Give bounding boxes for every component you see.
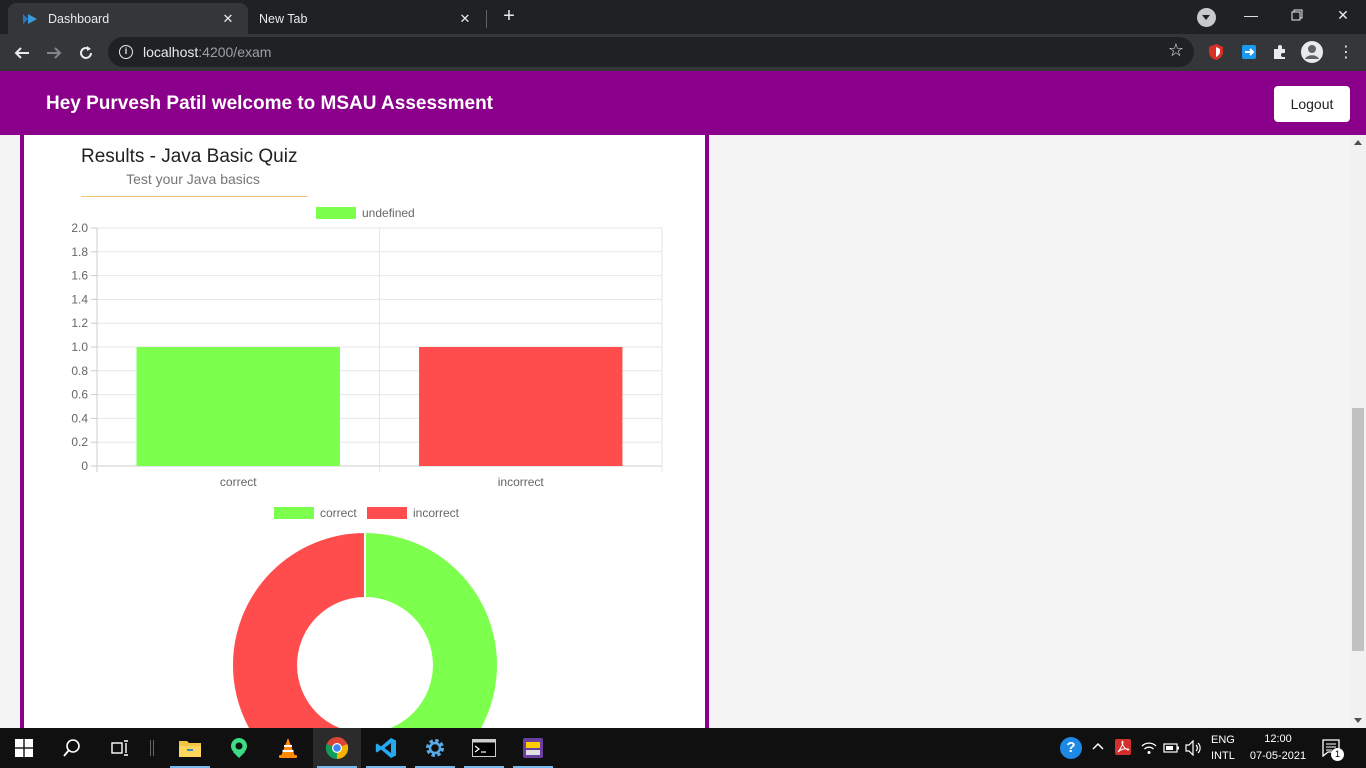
windows-start-icon[interactable] [0, 728, 48, 768]
chrome-icon[interactable] [313, 728, 361, 768]
search-icon[interactable] [48, 728, 96, 768]
y-tick-label: 0.8 [71, 364, 88, 378]
y-tick-label: 1.8 [71, 245, 88, 259]
battery-icon[interactable] [1162, 741, 1180, 760]
window-close-icon[interactable]: ✕ [1337, 7, 1349, 23]
bookmark-star-icon[interactable]: ☆ [1167, 40, 1184, 60]
acrobat-tray-icon[interactable] [1115, 739, 1131, 760]
scroll-up-arrow-icon[interactable] [1354, 140, 1362, 145]
windows-taskbar: ? ENG INTL 12:00 07-05-2021 1 [0, 728, 1366, 768]
url-host: localhost [143, 44, 199, 60]
forward-arrow-icon[interactable] [40, 39, 68, 67]
clock-date[interactable]: 07-05-2021 [1249, 750, 1307, 762]
bar-correct [136, 347, 340, 466]
legend-swatch [316, 207, 356, 219]
file-explorer-icon[interactable] [166, 728, 214, 768]
bar-incorrect [419, 347, 623, 466]
settings-gear-icon[interactable] [411, 728, 459, 768]
scroll-thumb[interactable] [1352, 408, 1364, 651]
tab-close-icon[interactable]: ✕ [222, 10, 234, 26]
site-info-icon[interactable]: i [119, 45, 133, 59]
help-icon[interactable]: ? [1060, 737, 1082, 759]
shield-extension-icon[interactable] [1206, 42, 1226, 62]
browser-menu-icon[interactable]: ⋮ [1338, 44, 1354, 61]
title-divider [81, 196, 307, 197]
legend-label: incorrect [413, 506, 460, 520]
new-tab-button[interactable]: + [503, 5, 515, 27]
y-tick-label: 1.4 [71, 292, 88, 306]
y-tick-label: 0.4 [71, 411, 88, 425]
maps-app-icon[interactable] [215, 728, 263, 768]
task-view-icon[interactable] [96, 728, 144, 768]
donut-slice-correct [364, 530, 499, 728]
tab-title: Dashboard [48, 11, 110, 26]
volume-icon[interactable] [1185, 739, 1203, 761]
browser-toolbar: i localhost:4200/exam ☆ ⋮ [0, 34, 1366, 71]
tab-search-icon[interactable] [1197, 8, 1216, 27]
notification-count-badge: 1 [1331, 748, 1344, 761]
extensions-puzzle-icon[interactable] [1270, 42, 1290, 62]
y-tick-label: 0.6 [71, 388, 88, 402]
keyboard-layout-indicator[interactable]: INTL [1211, 750, 1235, 762]
legend-swatch [367, 507, 407, 519]
donut-slice-incorrect [231, 530, 366, 728]
app-favicon-icon [23, 13, 37, 24]
tab-new-tab[interactable]: New Tab ✕ [245, 3, 485, 34]
cast-extension-icon[interactable] [1239, 42, 1259, 62]
y-tick-label: 1.0 [71, 340, 88, 354]
results-bar-chart: undefined 0 0.2 0.4 0.6 0.8 1.0 1.2 1.4 1.6 1.8 2.0… [71, 206, 663, 489]
page-scrollbar[interactable] [1350, 135, 1366, 728]
clock-time[interactable]: 12:00 [1264, 733, 1292, 745]
x-tick-label: correct [220, 475, 257, 489]
y-tick-label: 1.2 [71, 316, 88, 330]
x-tick-label: incorrect [498, 475, 545, 489]
legend-swatch [274, 507, 314, 519]
results-card: Results - Java Basic Quiz Test your Java… [20, 135, 709, 728]
back-arrow-icon[interactable] [8, 39, 36, 67]
chevron-up-icon[interactable] [1092, 740, 1104, 754]
scroll-down-arrow-icon[interactable] [1354, 718, 1362, 723]
vlc-player-icon[interactable] [264, 728, 312, 768]
tab-separator [486, 10, 487, 28]
legend-label: undefined [362, 206, 415, 220]
taskbar-divider [150, 740, 151, 756]
minimize-icon[interactable]: — [1244, 7, 1258, 23]
profile-avatar-icon[interactable] [1301, 41, 1323, 63]
url-path: :4200/exam [198, 44, 272, 60]
page-subtitle: Test your Java basics [126, 171, 260, 187]
app-header: Hey Purvesh Patil welcome to MSAU Assess… [0, 71, 1366, 135]
browser-tab-strip: Dashboard ✕ New Tab ✕ + — ✕ [0, 0, 1366, 34]
wifi-icon[interactable] [1141, 741, 1157, 760]
reload-icon[interactable] [72, 39, 100, 67]
emulator-app-icon[interactable] [509, 728, 557, 768]
terminal-icon[interactable] [460, 728, 508, 768]
results-donut-chart: correct incorrect [231, 506, 499, 728]
y-tick-label: 1.6 [71, 269, 88, 283]
tab-dashboard[interactable]: Dashboard ✕ [8, 3, 248, 34]
logout-button[interactable]: Logout [1274, 86, 1350, 122]
restore-icon[interactable] [1274, 0, 1320, 30]
url-text: localhost:4200/exam [143, 44, 271, 60]
y-tick-label: 2.0 [71, 221, 88, 235]
vscode-icon[interactable] [362, 728, 410, 768]
y-tick-label: 0.2 [71, 435, 88, 449]
notification-center-icon[interactable]: 1 [1322, 739, 1344, 761]
welcome-message: Hey Purvesh Patil welcome to MSAU Assess… [46, 93, 494, 114]
language-indicator[interactable]: ENG [1211, 734, 1235, 746]
y-tick-label: 0 [81, 459, 88, 473]
tab-title: New Tab [259, 11, 308, 26]
tab-close-icon[interactable]: ✕ [459, 10, 471, 26]
main-content: Results - Java Basic Quiz Test your Java… [0, 135, 1350, 728]
taskbar-divider [153, 740, 154, 756]
legend-label: correct [320, 506, 357, 520]
page-title: Results - Java Basic Quiz [81, 146, 298, 167]
address-bar[interactable]: i localhost:4200/exam ☆ [108, 37, 1194, 67]
